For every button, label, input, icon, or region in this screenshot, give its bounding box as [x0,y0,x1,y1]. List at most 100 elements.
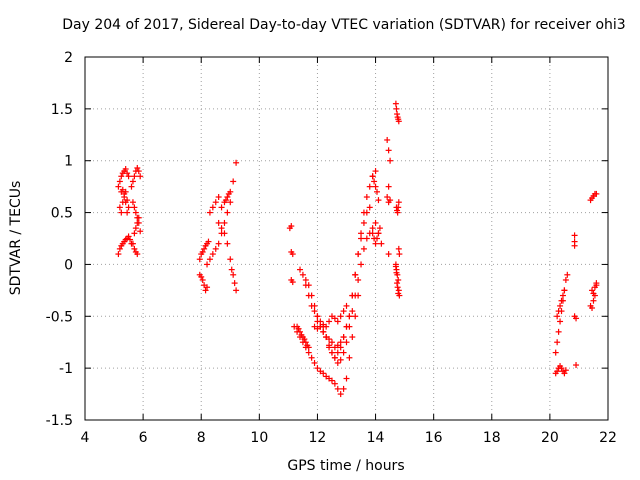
data-point [297,266,304,273]
data-point [196,256,203,263]
data-point [134,164,141,171]
data-point [590,290,597,297]
data-point [311,359,318,366]
data-point [360,245,367,252]
data-point [134,219,141,226]
data-point [593,280,600,287]
data-point [206,209,213,216]
data-point [337,339,344,346]
data-point [119,186,126,193]
data-point [557,302,564,309]
data-point [562,367,569,374]
y-tick-label: -1 [59,361,73,377]
data-point [199,248,206,255]
data-point [337,391,344,398]
data-point [372,183,379,190]
data-point [205,238,212,245]
data-point [124,170,131,177]
data-point [558,365,565,372]
data-point [323,334,330,341]
data-point [340,385,347,392]
data-point [355,276,362,283]
data-point [375,230,382,237]
data-point [590,297,597,304]
data-point [573,362,580,369]
data-point [314,365,321,372]
y-tick-label: 0.5 [51,206,73,222]
data-point [363,209,370,216]
data-point [305,344,312,351]
y-tick-label: 1.5 [51,102,73,118]
data-point [224,240,231,247]
data-point [334,359,341,366]
data-point [394,284,401,291]
data-point [125,173,132,180]
data-point [305,292,312,299]
data-point [135,168,142,175]
data-point [289,279,296,286]
data-point [554,339,561,346]
data-point [116,245,123,252]
y-axis-label: SDTVAR / TECUs [8,181,24,296]
data-point [202,287,209,294]
data-point [346,323,353,330]
x-tick-label: 16 [425,430,443,446]
x-tick-label: 4 [81,430,90,446]
data-point [288,223,295,230]
data-point [308,302,315,309]
data-point [395,276,402,283]
data-point [302,276,309,283]
data-point [355,251,362,258]
data-point [199,276,206,283]
data-point [231,280,238,287]
data-point [212,245,219,252]
data-point [116,204,123,211]
data-point [326,342,333,349]
data-point [206,256,213,263]
data-point [394,209,401,216]
data-point [559,292,566,299]
data-point [358,261,365,268]
data-point [222,197,229,204]
data-point [314,318,321,325]
data-point [311,308,318,315]
data-point [393,105,400,112]
data-point [352,313,359,320]
data-point [369,225,376,232]
data-point [337,313,344,320]
x-tick-label: 22 [599,430,617,446]
data-point [233,287,240,294]
data-point [573,315,580,322]
data-point [374,235,381,242]
data-point [385,183,392,190]
data-point [374,188,381,195]
data-point [358,230,365,237]
data-point [224,194,231,201]
data-point [371,178,378,185]
y-tick-label: 0 [64,257,73,273]
chart-title: Day 204 of 2017, Sidereal Day-to-day VTE… [62,17,625,33]
x-tick-label: 14 [367,430,385,446]
data-point [372,168,379,175]
data-point [393,269,400,276]
data-point [392,100,399,107]
data-point [125,204,132,211]
data-point [215,194,222,201]
data-point [230,271,237,278]
data-point [323,323,330,330]
data-point [369,230,376,237]
x-tick-label: 12 [309,430,327,446]
y-axis-ticks: -1.5 -1 -0.5 0 0.5 1 1.5 2 [46,50,608,429]
data-point [334,342,341,349]
data-point [227,256,234,263]
data-point [343,339,350,346]
data-point [343,302,350,309]
data-point [554,313,561,320]
data-point [334,385,341,392]
data-point [134,251,141,258]
data-point [334,318,341,325]
data-point [305,349,312,356]
data-point [228,266,235,273]
x-tick-label: 6 [139,430,148,446]
data-point [558,297,565,304]
